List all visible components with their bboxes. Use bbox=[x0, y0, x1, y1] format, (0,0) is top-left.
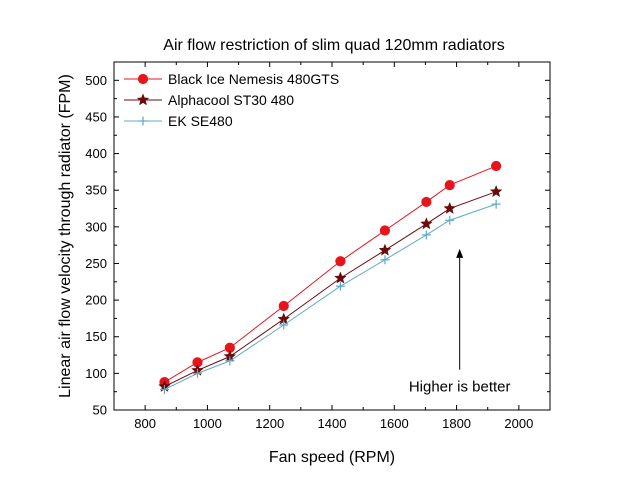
series-1 bbox=[158, 184, 503, 392]
legend: Black Ice Nemesis 480GTS Alphacool ST30 4… bbox=[124, 71, 339, 129]
legend-entry-0: Black Ice Nemesis 480GTS bbox=[124, 71, 339, 87]
data-point-1-7 bbox=[443, 201, 457, 214]
y-axis-title: Linear air flow velocity through radiato… bbox=[57, 74, 74, 398]
data-point-2-8 bbox=[491, 199, 501, 209]
legend-label-0: Black Ice Nemesis 480GTS bbox=[168, 71, 339, 87]
data-point-1-4 bbox=[334, 271, 347, 284]
x-tick-label-1400: 1400 bbox=[318, 416, 347, 431]
data-point-2-0 bbox=[159, 384, 169, 394]
data-point-0-3 bbox=[278, 300, 289, 312]
y-tick-label-150: 150 bbox=[85, 329, 107, 344]
data-point-2-1 bbox=[192, 368, 202, 378]
legend-entry-2: EK SE480 bbox=[124, 113, 233, 129]
series-2 bbox=[159, 199, 501, 394]
y-axis-ticks: 50 100 150 200 250 300 350 400 450 500 bbox=[85, 73, 550, 418]
data-point-2-5 bbox=[380, 255, 390, 265]
y-tick-label-100: 100 bbox=[85, 366, 107, 381]
data-point-2-2 bbox=[225, 356, 235, 366]
y-tick-label-200: 200 bbox=[85, 293, 107, 308]
legend-label-1: Alphacool ST30 480 bbox=[168, 92, 294, 108]
series-line-0 bbox=[164, 165, 497, 383]
data-point-2-7 bbox=[445, 215, 455, 225]
x-tick-label-1600: 1600 bbox=[380, 416, 409, 431]
y-tick-label-350: 350 bbox=[85, 183, 107, 198]
y-tick-label-250: 250 bbox=[85, 256, 107, 271]
data-point-0-7 bbox=[444, 179, 455, 191]
plot-area: 800 1000 1200 1400 1600 1800 2000 50 100 150 200 2… bbox=[85, 61, 551, 431]
legend-marker-0 bbox=[137, 73, 149, 85]
y-tick-label-500: 500 bbox=[85, 73, 107, 88]
annotation-arrow-head bbox=[456, 248, 464, 258]
x-axis-title: Fan speed (RPM) bbox=[269, 449, 395, 466]
x-tick-label-1800: 1800 bbox=[442, 416, 471, 431]
data-point-2-4 bbox=[335, 281, 345, 291]
data-point-0-8 bbox=[491, 160, 502, 172]
series-0 bbox=[159, 160, 502, 388]
x-tick-label-2000: 2000 bbox=[504, 416, 533, 431]
y-tick-label-400: 400 bbox=[85, 146, 107, 161]
data-point-0-5 bbox=[379, 225, 391, 236]
series-layer bbox=[158, 160, 503, 394]
annotation-layer: Higher is better bbox=[409, 248, 511, 396]
data-point-1-5 bbox=[378, 243, 392, 256]
legend-marker-2 bbox=[138, 116, 148, 126]
x-tick-label-1000: 1000 bbox=[193, 416, 222, 431]
data-point-2-3 bbox=[279, 320, 289, 330]
data-point-0-4 bbox=[335, 256, 346, 267]
data-point-1-8 bbox=[489, 184, 503, 198]
chart-title: Air flow restriction of slim quad 120mm … bbox=[163, 37, 504, 54]
legend-label-2: EK SE480 bbox=[168, 113, 233, 129]
y-tick-label-450: 450 bbox=[85, 109, 107, 124]
x-axis-ticks: 800 1000 1200 1400 1600 1800 2000 bbox=[113, 62, 551, 431]
legend-marker-1 bbox=[136, 93, 150, 106]
data-point-2-6 bbox=[421, 230, 431, 240]
series-line-1 bbox=[164, 191, 497, 388]
y-tick-label-300: 300 bbox=[85, 219, 107, 234]
legend-entry-1: Alphacool ST30 480 bbox=[124, 92, 294, 108]
y-tick-label-50: 50 bbox=[93, 403, 107, 418]
x-tick-label-1200: 1200 bbox=[255, 416, 284, 431]
x-tick-label-800: 800 bbox=[134, 416, 156, 431]
series-line-2 bbox=[164, 203, 497, 390]
data-point-1-6 bbox=[420, 217, 433, 230]
data-point-0-6 bbox=[421, 196, 432, 208]
annotation-higher-is-better: Higher is better bbox=[409, 379, 511, 396]
